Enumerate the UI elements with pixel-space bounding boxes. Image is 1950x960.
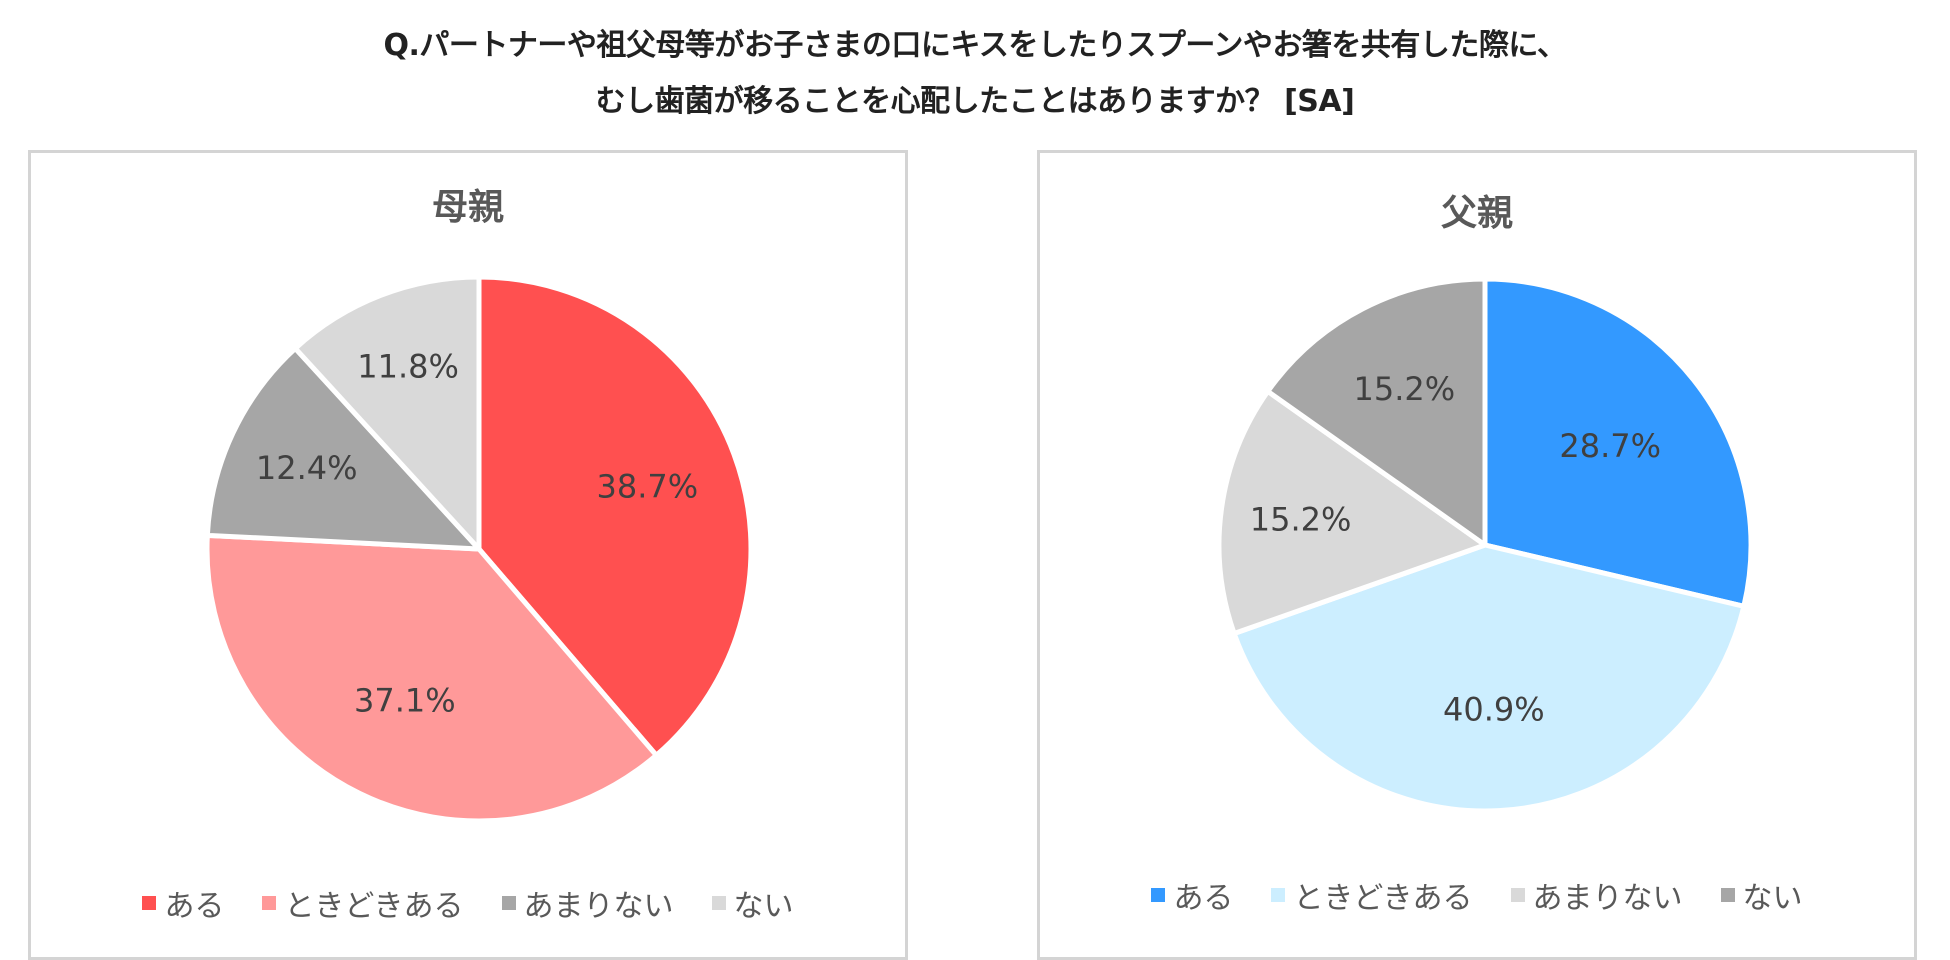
mother-legend-label-aru: ある	[164, 889, 225, 924]
father-data-label-nai: 15.2%	[1353, 370, 1455, 408]
question-line-1: Q.パートナーや祖父母等がお子さまの口にキスをしたりスプーンやお箸を共有した際に…	[383, 28, 1567, 63]
father-legend-label-aru: ある	[1173, 881, 1234, 916]
father-legend-label-tokidoki-aru: ときどきある	[1293, 881, 1473, 916]
father-pie-chart: 父親 28.7% 40.9% 15.2% 15.2%	[1216, 193, 1754, 814]
father-data-label-aru: 28.7%	[1559, 427, 1661, 465]
father-data-label-tokidoki-aru: 40.9%	[1443, 691, 1545, 729]
father-legend-item-tokidoki-aru: ときどきある	[1271, 873, 1473, 917]
mother-slice-nai	[292, 274, 482, 552]
mother-legend-swatch-nai	[711, 896, 726, 910]
father-legend-item-amari-nai: あまりない	[1510, 873, 1683, 917]
father-slice-aru	[1482, 276, 1754, 609]
mother-slice-tokidoki-aru	[204, 532, 659, 824]
mother-legend-label-amari-nai: あまりない	[523, 889, 674, 924]
mother-legend-label-tokidoki-aru: ときどきある	[284, 889, 464, 924]
mother-legend-label-nai: ない	[733, 889, 794, 924]
father-slice-amari-nai	[1216, 388, 1488, 637]
mother-legend-item-tokidoki-aru: ときどきある	[262, 881, 464, 925]
father-chart-panel: 父親 28.7% 40.9% 15.2% 15.2% ある ときどきある あまりない ない	[1037, 150, 1917, 960]
mother-slice-aru	[476, 274, 754, 758]
mother-data-label-aru: 38.7%	[596, 468, 698, 506]
mother-legend-swatch-amari-nai	[501, 896, 516, 910]
mother-data-label-nai: 11.8%	[357, 347, 459, 385]
mother-legend-item-aru: ある	[142, 881, 224, 925]
father-legend-swatch-nai	[1720, 888, 1735, 902]
father-data-label-amari-nai: 15.2%	[1250, 500, 1352, 538]
mother-legend-item-nai: ない	[711, 881, 794, 925]
mother-chart-panel: 母親 38.7% 37.1% 12.4% 11.8% ある ときどきある あまりない ない	[28, 150, 908, 960]
father-legend-swatch-aru	[1151, 888, 1166, 902]
mother-chart-title: 母親	[432, 187, 504, 228]
mother-data-label-tokidoki-aru: 37.1%	[354, 681, 456, 719]
father-slice-tokidoki-aru	[1231, 542, 1747, 814]
mother-pie-chart: 母親 38.7% 37.1% 12.4% 11.8%	[204, 187, 754, 824]
father-legend-swatch-amari-nai	[1510, 888, 1525, 902]
page-title: Q.パートナーや祖父母等がお子さまの口にキスをしたりスプーンやお箸を共有した際に…	[0, 18, 1950, 130]
mother-legend: ある ときどきある あまりない ない	[31, 881, 905, 925]
mother-legend-item-amari-nai: あまりない	[501, 881, 674, 925]
mother-slice-amari-nai	[204, 345, 482, 552]
question-line-2: むし歯菌が移ることを心配したことはありますか？ [SA]	[595, 84, 1355, 119]
father-legend-item-nai: ない	[1720, 873, 1803, 917]
mother-data-label-amari-nai: 12.4%	[256, 449, 358, 487]
mother-legend-swatch-aru	[142, 896, 157, 910]
father-legend-swatch-tokidoki-aru	[1271, 888, 1286, 902]
father-slice-nai	[1265, 276, 1488, 548]
mother-legend-swatch-tokidoki-aru	[262, 896, 277, 910]
father-legend-label-amari-nai: あまりない	[1532, 881, 1683, 916]
father-legend-item-aru: ある	[1151, 873, 1233, 917]
father-legend: ある ときどきある あまりない ない	[1040, 873, 1914, 917]
father-chart-title: 父親	[1441, 193, 1513, 234]
father-legend-label-nai: ない	[1742, 881, 1803, 916]
